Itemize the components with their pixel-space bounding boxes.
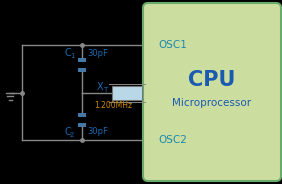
- Bar: [112, 86, 142, 100]
- Text: 1: 1: [70, 53, 74, 59]
- Text: 30pF: 30pF: [88, 49, 109, 57]
- Bar: [78, 68, 86, 72]
- Bar: [78, 113, 86, 117]
- Text: Microprocessor: Microprocessor: [172, 98, 252, 107]
- Text: 30pF: 30pF: [88, 128, 109, 137]
- Text: C: C: [65, 127, 71, 137]
- Text: X: X: [97, 82, 103, 93]
- Text: CPU: CPU: [188, 70, 236, 91]
- Bar: [78, 58, 86, 62]
- Bar: [78, 123, 86, 127]
- Text: OSC2: OSC2: [158, 135, 187, 145]
- Text: 1.200MHz: 1.200MHz: [94, 101, 132, 110]
- Text: C: C: [65, 48, 71, 58]
- Text: T: T: [103, 88, 107, 93]
- FancyBboxPatch shape: [143, 3, 281, 181]
- Text: OSC1: OSC1: [158, 40, 187, 50]
- Text: 2: 2: [70, 132, 74, 138]
